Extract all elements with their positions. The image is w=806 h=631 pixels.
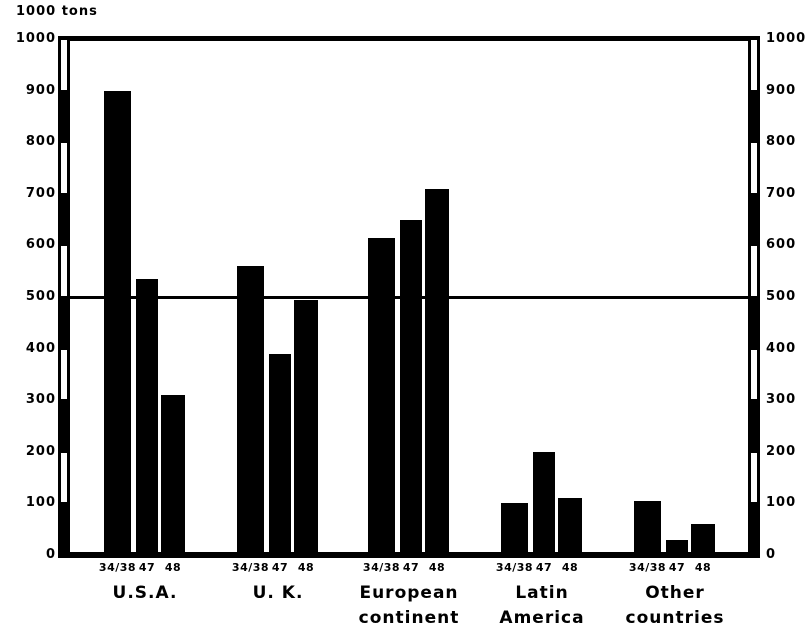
y-tick-label-right-400: 400 <box>766 340 797 356</box>
bar-latin-america-48 <box>558 498 582 555</box>
bar-period-label: 48 <box>694 561 712 574</box>
bar-european-continent-34-38 <box>368 237 395 555</box>
scale-bar-white-segment <box>751 349 757 400</box>
y-tick-label-left-700: 700 <box>25 185 56 201</box>
y-axis-unit-label: 1000 tons <box>16 4 98 19</box>
scale-bar-white-segment <box>61 246 67 296</box>
y-tick-label-right-200: 200 <box>766 443 797 459</box>
bar-period-label: 34/38 <box>98 561 137 574</box>
scale-bar-white-segment <box>61 452 67 503</box>
scale-bar-white-segment <box>751 40 757 90</box>
bar-period-label: 34/38 <box>495 561 534 574</box>
group-label-other-countries: Other <box>645 583 705 603</box>
bar-period-label: 48 <box>428 561 446 574</box>
scale-bar-white-segment <box>751 452 757 503</box>
bar-period-label: 48 <box>164 561 182 574</box>
bar-period-label: 48 <box>561 561 579 574</box>
y-tick-label-left-0: 0 <box>45 547 56 562</box>
group-label-u-s-a-: U.S.A. <box>112 583 178 603</box>
y-tick-label-right-900: 900 <box>766 82 797 98</box>
scale-bar-white-segment <box>61 40 67 90</box>
y-tick-label-left-300: 300 <box>25 392 56 408</box>
y-tick-label-right-700: 700 <box>766 185 797 201</box>
bar-u-s-a--34-38 <box>104 90 131 555</box>
bar-period-label: 47 <box>535 561 553 574</box>
scale-bar-white-segment <box>751 246 757 296</box>
bar-period-label: 48 <box>297 561 315 574</box>
bar-european-continent-48 <box>425 188 449 555</box>
bar-u-k--48 <box>294 299 318 555</box>
bar-other-countries-48 <box>691 524 715 555</box>
group-label-latin-america: Latin <box>515 583 569 603</box>
y-tick-label-left-100: 100 <box>25 495 56 511</box>
bar-period-label: 47 <box>668 561 686 574</box>
bar-latin-america-47 <box>533 451 555 555</box>
y-tick-label-left-200: 200 <box>25 443 56 459</box>
scale-bar-white-segment <box>751 143 757 193</box>
y-tick-label-right-600: 600 <box>766 237 797 253</box>
bar-period-label: 47 <box>402 561 420 574</box>
y-tick-label-left-400: 400 <box>25 340 56 356</box>
bar-period-label: 34/38 <box>362 561 401 574</box>
bar-u-k--47 <box>269 353 291 555</box>
bar-u-s-a--47 <box>136 278 158 555</box>
bar-european-continent-47 <box>400 219 422 555</box>
group-label-european-continent: continent <box>358 608 460 628</box>
group-label-u-k-: U. K. <box>252 583 304 603</box>
group-label-latin-america: America <box>499 608 585 628</box>
group-label-european-continent: European <box>359 583 459 603</box>
y-tick-label-right-1000: 1000 <box>766 31 806 46</box>
left-scale-bar <box>58 36 70 558</box>
bar-period-label: 34/38 <box>231 561 270 574</box>
scale-bar-white-segment <box>61 349 67 400</box>
y-tick-label-right-0: 0 <box>766 547 777 562</box>
y-tick-label-left-800: 800 <box>25 134 56 150</box>
bar-period-label: 47 <box>138 561 156 574</box>
y-tick-label-right-100: 100 <box>766 495 797 511</box>
bar-other-countries-47 <box>666 539 688 555</box>
y-tick-label-left-1000: 1000 <box>15 31 56 46</box>
y-tick-label-left-900: 900 <box>25 82 56 98</box>
bar-latin-america-34-38 <box>501 503 528 555</box>
right-scale-bar <box>748 36 760 558</box>
y-tick-label-left-600: 600 <box>25 237 56 253</box>
group-label-other-countries: countries <box>625 608 725 628</box>
bar-u-k--34-38 <box>237 266 264 555</box>
y-tick-label-right-800: 800 <box>766 134 797 150</box>
x-axis-baseline <box>58 552 760 558</box>
bar-period-label: 47 <box>271 561 289 574</box>
y-tick-label-right-500: 500 <box>766 289 797 304</box>
chart-top-frame-line <box>58 36 760 41</box>
scale-bar-white-segment <box>61 143 67 193</box>
y-tick-label-left-500: 500 <box>25 289 56 304</box>
bar-u-s-a--48 <box>161 395 185 555</box>
bar-other-countries-34-38 <box>634 500 661 555</box>
bar-period-label: 34/38 <box>628 561 667 574</box>
y-tick-label-right-300: 300 <box>766 392 797 408</box>
